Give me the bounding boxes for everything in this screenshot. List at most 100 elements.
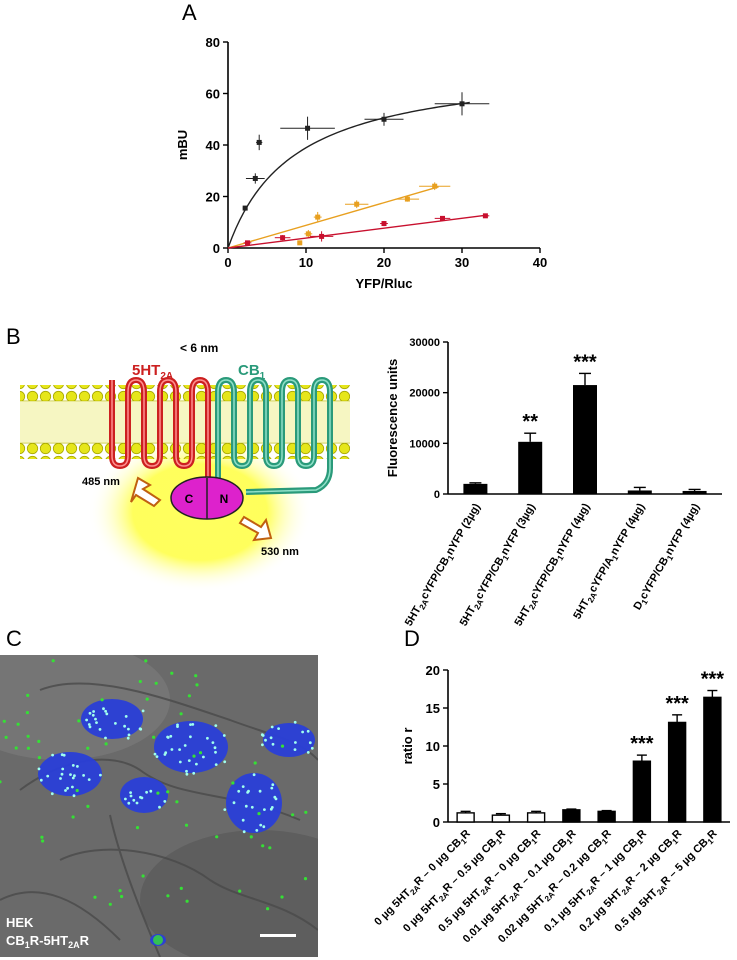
fit-line-2 <box>227 214 486 249</box>
fit-line-1 <box>227 186 439 249</box>
pla-dot <box>306 729 310 733</box>
y-tick-label: 60 <box>206 87 220 102</box>
pla-dot <box>127 801 131 805</box>
pla-dot <box>126 736 130 740</box>
pla-dot <box>178 748 182 751</box>
pla-dot <box>129 791 133 794</box>
pla-dot <box>93 895 97 899</box>
pla-dot <box>176 723 179 727</box>
x-category-label: D1cYFP/CB1nYFP (4µg) <box>631 501 704 613</box>
bar <box>703 696 722 823</box>
pla-dot <box>153 752 157 756</box>
pla-dot <box>25 711 29 715</box>
pla-dot <box>126 727 130 731</box>
pla-dot <box>169 734 173 738</box>
pla-dot <box>178 760 182 764</box>
bifc-schematic: C N < 6 nm 5HT2A CB1 485 nm 530 nm <box>20 341 350 592</box>
pla-dot <box>135 801 139 805</box>
data-point <box>297 240 303 246</box>
venus-n-fragment: N <box>220 492 229 506</box>
pla-dot <box>104 736 107 740</box>
pla-dot <box>16 722 20 726</box>
pla-dot <box>258 789 262 793</box>
bar <box>573 385 597 494</box>
micrograph-label-pair: CB1R-5HT2AR <box>6 933 90 950</box>
x-tick-label: 30 <box>455 255 469 270</box>
pla-dot <box>26 746 30 750</box>
y-tick-label: 10 <box>426 739 440 754</box>
pla-dot <box>152 735 156 739</box>
pla-dot <box>72 794 76 798</box>
pla-dot <box>293 720 297 724</box>
pla-dot <box>166 894 170 898</box>
pla-dot <box>91 713 95 717</box>
pla-dot <box>255 829 259 832</box>
y-tick-label: 0 <box>433 815 440 830</box>
data-point <box>381 116 387 122</box>
pla-dot <box>51 753 54 757</box>
bar <box>667 721 687 823</box>
pla-dot <box>263 808 266 811</box>
pla-dot <box>102 707 105 711</box>
receptor-cb1-label: CB1 <box>238 362 266 382</box>
pla-dot <box>183 744 187 747</box>
pla-dot <box>64 789 67 792</box>
data-point <box>242 205 248 211</box>
x-tick-label: 10 <box>299 255 313 270</box>
micrograph-label-cells: HEK <box>6 915 34 930</box>
pla-dot <box>108 902 112 906</box>
pla-micrograph: HEK CB1R-5HT2AR <box>0 655 318 957</box>
pla-dot <box>124 797 127 801</box>
pla-dot <box>118 889 122 893</box>
x-axis-title: YFP/Rluc <box>355 276 412 291</box>
y-axis-title: Fluorescence units <box>385 359 400 477</box>
pla-signal-dots <box>0 659 314 945</box>
pla-dot <box>270 786 274 790</box>
data-point <box>245 240 250 246</box>
bar <box>562 809 581 823</box>
pla-dot <box>95 721 98 724</box>
pla-dot <box>231 781 235 785</box>
pla-dot <box>39 778 43 782</box>
y-axis-title: ratio r <box>400 728 415 765</box>
pla-dot <box>175 800 179 804</box>
pla-dot <box>87 778 91 781</box>
pla-dot <box>156 791 160 795</box>
data-point <box>305 125 311 131</box>
bar <box>627 490 652 494</box>
significance-stars: ** <box>522 411 538 433</box>
pla-dot <box>71 815 75 819</box>
y-tick-label: 40 <box>206 138 220 153</box>
pla-dot <box>179 886 183 891</box>
x-tick-label: 40 <box>533 255 547 270</box>
pla-dot <box>293 748 297 751</box>
pla-dot <box>291 813 295 817</box>
scale-bar <box>260 934 296 937</box>
pla-dot <box>304 810 308 814</box>
pla-dot <box>124 715 128 718</box>
pla-dot <box>153 935 163 945</box>
pla-dot <box>37 756 42 760</box>
pla-dot <box>114 722 117 725</box>
pla-dot <box>145 790 149 794</box>
data-point <box>404 196 410 202</box>
pla-dot <box>280 895 284 899</box>
pla-dot <box>194 674 198 678</box>
pla-dot <box>198 751 203 755</box>
pla-dot <box>73 774 76 778</box>
pla-dot <box>170 748 174 751</box>
pla-dot <box>127 733 131 737</box>
pla-dot <box>303 877 308 881</box>
data-point <box>432 183 438 189</box>
pla-dot <box>59 777 62 780</box>
pla-dot <box>76 765 79 768</box>
panel-letter-c: C <box>6 626 22 651</box>
y-tick-label: 10000 <box>409 438 440 450</box>
pla-dot <box>104 709 107 713</box>
bar <box>632 760 652 823</box>
pla-dot <box>104 742 108 746</box>
pla-dot <box>253 761 257 765</box>
y-tick-label: 30000 <box>409 337 440 349</box>
